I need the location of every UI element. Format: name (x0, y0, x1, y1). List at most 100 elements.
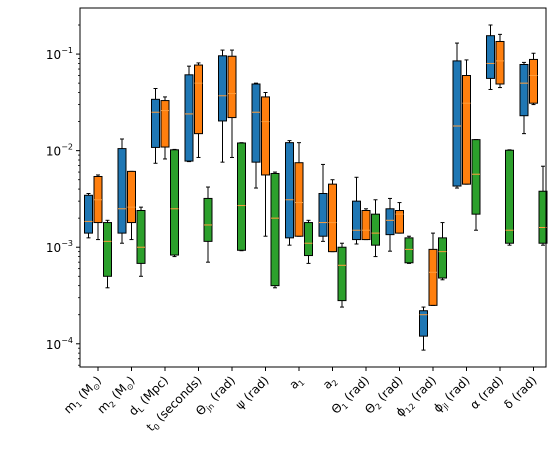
y-tick-label: 10−4 (46, 336, 73, 352)
box-3-14 (538, 165, 548, 246)
box-body (203, 197, 213, 242)
plot-area (84, 24, 548, 351)
box-3-10 (404, 235, 414, 264)
box-body (495, 40, 505, 85)
x-category-label: ψ (rad) (233, 373, 272, 412)
box-body (395, 210, 404, 234)
box-2-6 (261, 92, 270, 237)
box-body (428, 248, 438, 306)
box-body (337, 246, 347, 302)
box-1-8 (318, 163, 328, 242)
box-body (486, 35, 495, 79)
box-1-7 (285, 140, 294, 246)
box-2-10 (395, 202, 404, 234)
box-3-6 (270, 171, 280, 289)
box-1-5 (218, 49, 227, 163)
box-body (285, 142, 294, 239)
box-1-2 (117, 138, 127, 244)
box-3-1 (103, 219, 112, 289)
box-2-4 (194, 62, 203, 158)
box-2-5 (227, 49, 237, 158)
box-body (194, 64, 203, 135)
box-body (505, 149, 514, 244)
box-3-5 (237, 142, 246, 252)
box-2-8 (328, 179, 337, 253)
box-body (385, 208, 395, 236)
box-body (160, 100, 170, 148)
box-body (328, 183, 337, 253)
box-3-8 (337, 242, 347, 308)
box-1-9 (352, 176, 361, 245)
box-body (452, 60, 462, 187)
box-body (184, 74, 194, 162)
box-body (218, 55, 227, 122)
box-2-3 (160, 96, 170, 160)
series-3 (103, 139, 548, 308)
box-2-7 (294, 142, 304, 237)
box-body (371, 213, 380, 246)
axes-frame (79, 7, 547, 368)
box-body (127, 170, 136, 224)
box-2-12 (462, 59, 471, 185)
box-body (361, 210, 371, 241)
box-1-12 (452, 42, 462, 189)
box-body (519, 63, 529, 117)
x-category-label: δ (rad) (501, 373, 539, 411)
box-body (136, 210, 146, 264)
box-body (462, 75, 471, 185)
box-1-10 (385, 197, 395, 252)
x-axis: m1 (M⊙)m2 (M⊙)dL (Mpc)t0 (seconds)Θjn (r… (61, 367, 540, 434)
box-body (294, 162, 304, 237)
box-body (261, 96, 270, 176)
x-category-label: ϕjl (rad) (431, 373, 474, 416)
box-body (529, 58, 538, 104)
box-3-7 (304, 219, 313, 264)
box-3-4 (203, 186, 213, 263)
box-body (270, 172, 280, 287)
box-body (170, 149, 179, 256)
box-body (304, 222, 313, 257)
box-1-3 (151, 88, 160, 164)
box-1-14 (519, 61, 529, 135)
box-3-13 (505, 149, 514, 246)
box-3-9 (371, 199, 380, 258)
box-2-9 (361, 208, 371, 241)
box-2-1 (93, 174, 103, 241)
box-body (237, 142, 246, 251)
box-body (352, 200, 361, 241)
box-2-14 (529, 52, 538, 106)
y-tick-label: 10−3 (46, 239, 73, 255)
box-body (438, 237, 447, 279)
box-3-2 (136, 206, 146, 277)
series-1 (84, 24, 529, 351)
box-body (538, 190, 548, 244)
box-body (117, 148, 127, 234)
box-1-13 (486, 24, 495, 90)
box-1-11 (419, 306, 428, 351)
y-tick-label: 10−2 (46, 143, 73, 159)
box-2-2 (127, 170, 136, 241)
box-body (404, 237, 414, 264)
box-3-3 (170, 148, 179, 258)
x-category-label: a1 (286, 373, 306, 393)
box-body (471, 139, 481, 215)
x-category-label: a2 (320, 373, 340, 393)
series-2 (93, 33, 538, 306)
box-3-12 (471, 139, 481, 231)
box-body (419, 310, 428, 337)
box-body (151, 98, 160, 148)
box-1-4 (184, 65, 194, 163)
x-category-label: α (rad) (467, 373, 506, 412)
box-body (103, 222, 112, 277)
y-axis: 10−4 10−3 10−2 10−1 (46, 24, 80, 366)
box-1-1 (84, 192, 93, 239)
box-body (84, 194, 93, 234)
y-tick-label: 10−1 (46, 46, 73, 62)
box-2-13 (495, 33, 505, 89)
box-body (318, 192, 328, 237)
box-body (227, 55, 237, 119)
box-3-11 (438, 222, 447, 281)
box-1-6 (251, 82, 261, 189)
box-2-11 (428, 232, 438, 306)
